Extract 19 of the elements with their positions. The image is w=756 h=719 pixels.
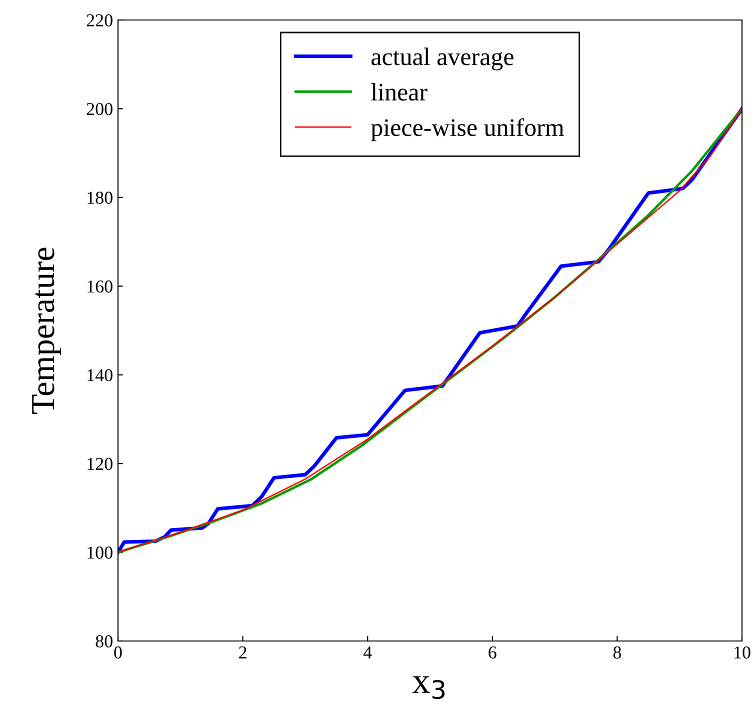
legend-label: piece-wise uniform (371, 118, 564, 142)
x-axis-title: x$_{3}$ (412, 676, 445, 700)
y-axis-title: Temperature (32, 248, 62, 414)
x-tick-label: 6 (488, 646, 496, 659)
y-tick-label: 140 (88, 369, 112, 382)
y-tick-label: 200 (86, 102, 112, 116)
x-tick-label: 8 (613, 646, 622, 659)
legend-label: linear (371, 83, 428, 101)
x-tick-label: 10 (734, 646, 750, 659)
x-tick-label: 4 (363, 646, 372, 658)
x-tick-label: 2 (239, 646, 246, 658)
y-tick-label: 180 (88, 192, 112, 204)
legend-label: actual average (372, 48, 514, 70)
y-tick-label: 80 (96, 635, 112, 648)
y-tick-label: 220 (86, 14, 112, 26)
y-tick-label: 120 (88, 458, 112, 470)
x-tick-label: 0 (114, 646, 122, 659)
y-tick-label: 100 (88, 546, 112, 559)
y-tick-label: 160 (88, 280, 112, 293)
